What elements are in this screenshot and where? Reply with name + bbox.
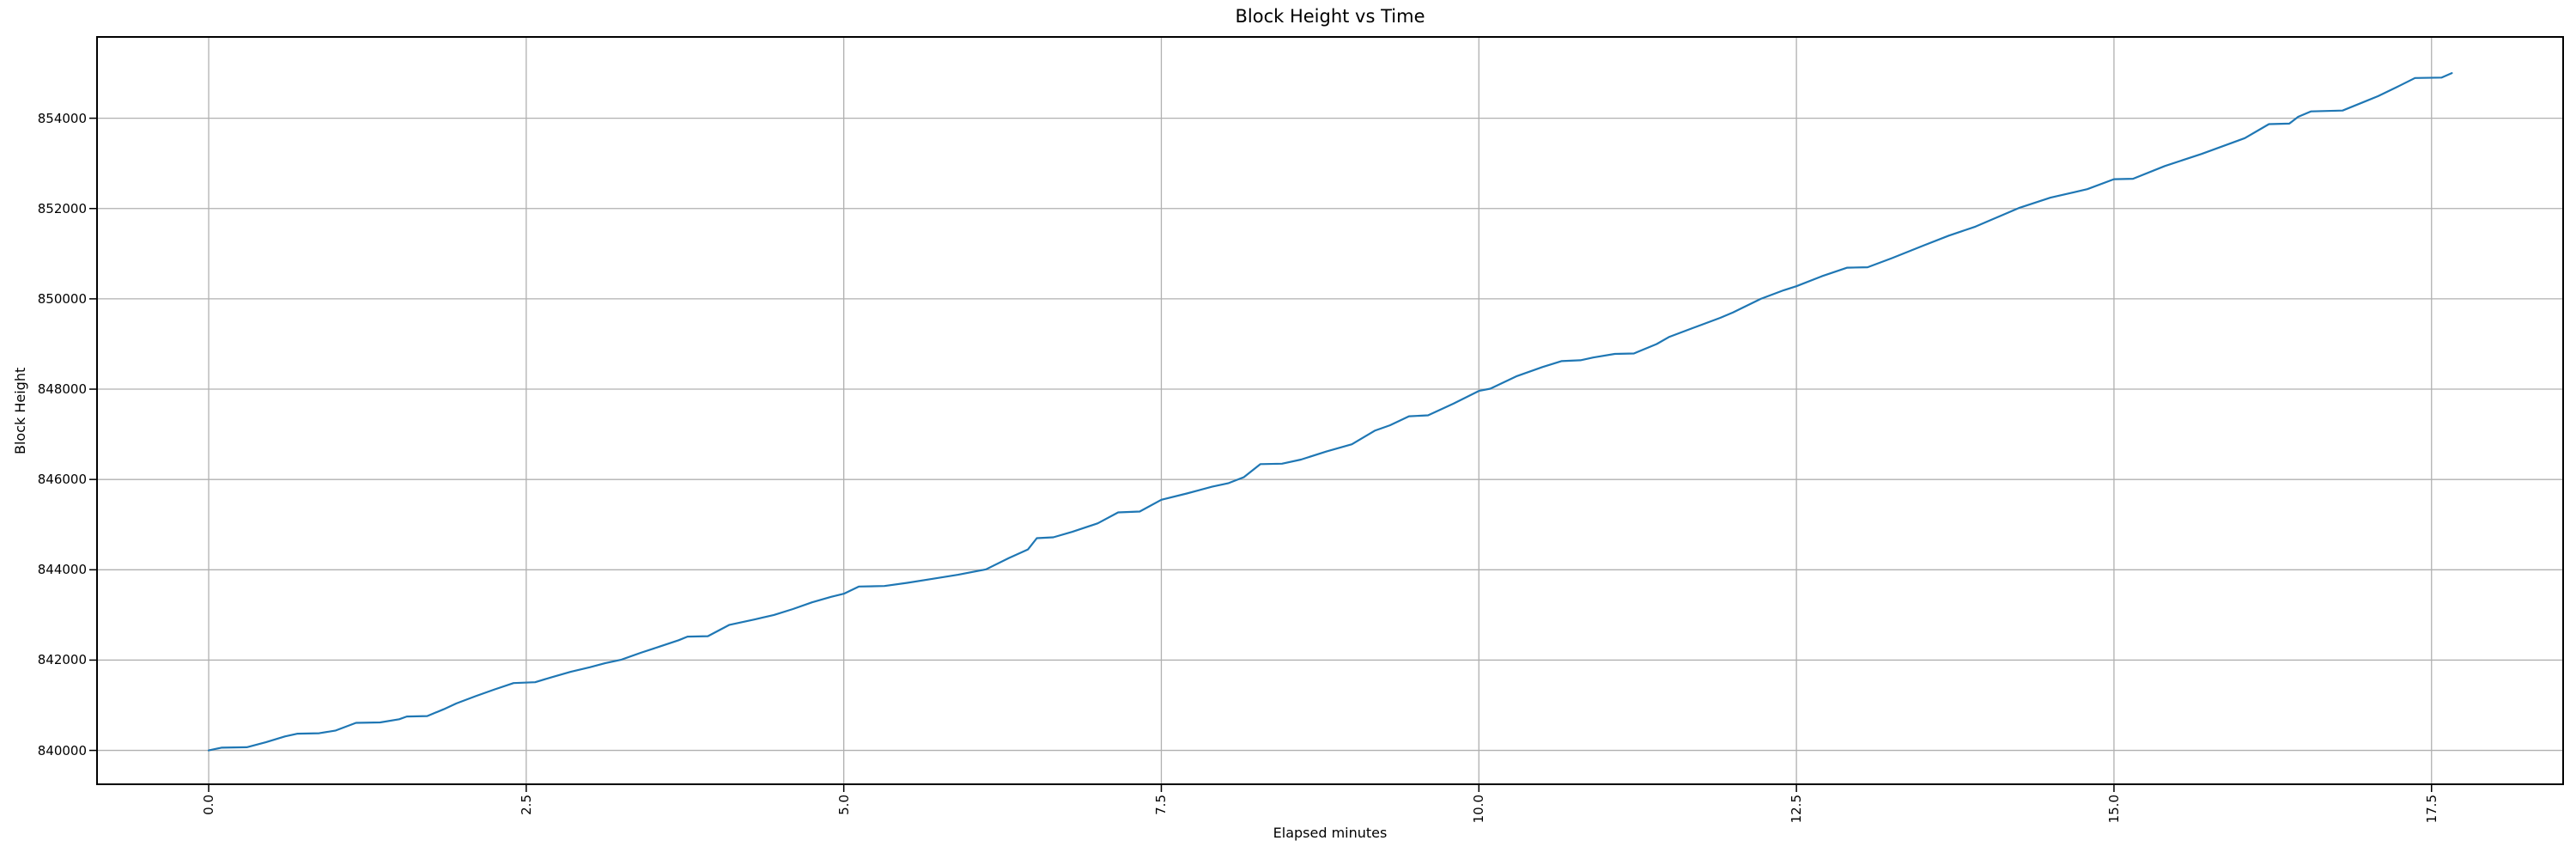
chart-title: Block Height vs Time <box>1235 6 1425 27</box>
data-line-block-height <box>207 71 2453 752</box>
y-tick-label-852000: 852000 <box>37 200 87 216</box>
y-tick-label-844000: 844000 <box>37 562 87 578</box>
x-tick-label-2.5: 2.5 <box>518 795 534 815</box>
x-tick-label-5.0: 5.0 <box>835 795 852 815</box>
y-axis-label: Block Height <box>12 367 28 454</box>
y-tick-label-850000: 850000 <box>37 290 87 307</box>
x-tick-label-12.5: 12.5 <box>1789 795 1805 824</box>
x-tick-label-17.5: 17.5 <box>2423 795 2439 824</box>
y-tick-label-854000: 854000 <box>37 110 87 126</box>
y-tick-label-842000: 842000 <box>37 652 87 668</box>
x-tick-label-7.5: 7.5 <box>1153 795 1170 815</box>
y-tick-label-848000: 848000 <box>37 381 87 398</box>
x-tick-label-0.0: 0.0 <box>201 795 217 815</box>
y-tick-label-840000: 840000 <box>37 742 87 758</box>
y-tick-label-846000: 846000 <box>37 472 87 488</box>
x-tick-label-10.0: 10.0 <box>1471 795 1487 824</box>
x-tick-label-15.0: 15.0 <box>2105 795 2122 824</box>
axes-spines <box>96 36 2564 785</box>
x-axis-label: Elapsed minutes <box>1273 825 1388 841</box>
